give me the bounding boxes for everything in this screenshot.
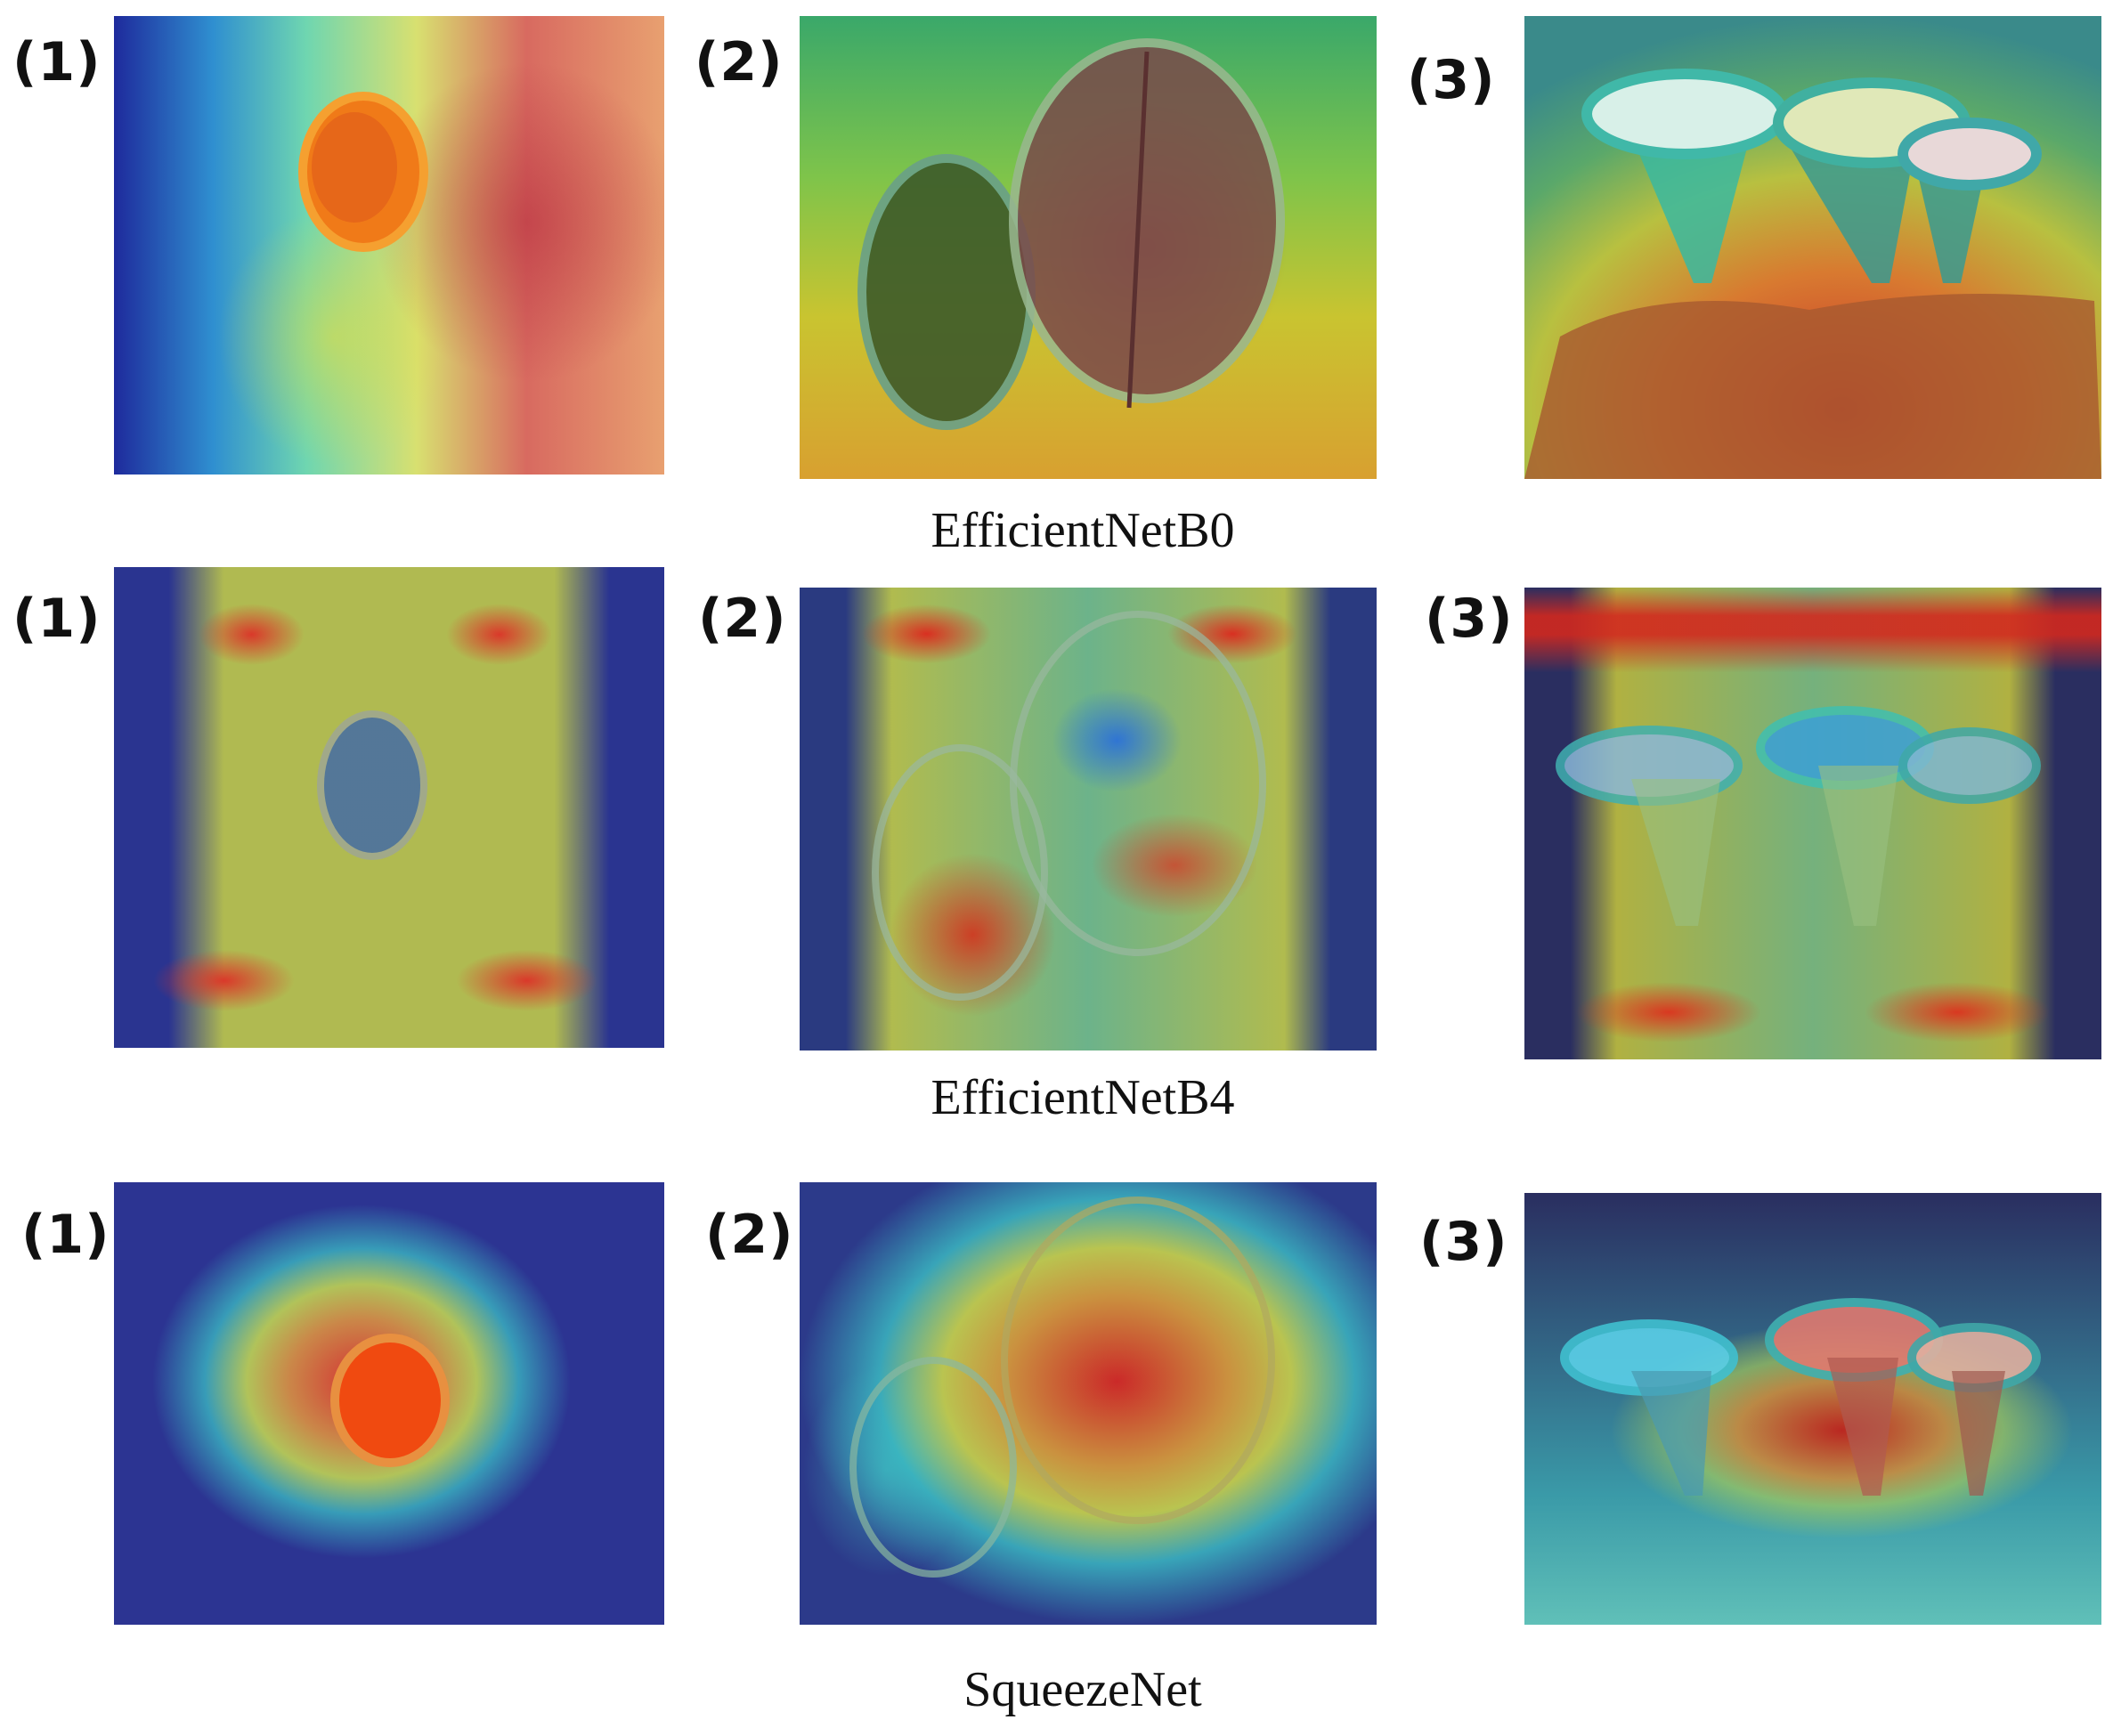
- panel-label-r3-1: (1): [21, 1204, 110, 1266]
- heatmap-panel-squeeze-trumpets: [1524, 1193, 2101, 1625]
- heatmap-panel-squeeze-soil-cup: [114, 1182, 664, 1625]
- model-caption-squeezenet: SqueezeNet: [963, 1662, 1202, 1717]
- cup-fungus-shape-squeeze: [330, 1334, 450, 1467]
- double-cup-shape: [857, 38, 1285, 430]
- heatmap-panel-b4-double-cup: [800, 588, 1377, 1051]
- heatmap-panel-b4-soil-cup: [114, 567, 664, 1048]
- cup-fungus-shape-b4: [317, 710, 427, 860]
- panel-label-r3-2: (2): [705, 1204, 794, 1266]
- trumpet-fungi-shape-b4: [1556, 706, 2041, 926]
- panel-label-r2-3: (3): [1425, 588, 1514, 650]
- panel-label-r3-3: (3): [1419, 1211, 1508, 1273]
- panel-label-r2-1: (1): [12, 588, 102, 650]
- model-caption-efficientnetb0: EfficientNetB0: [931, 503, 1235, 558]
- heatmap-panel-b0-trumpets: [1524, 16, 2101, 479]
- trumpet-fungi-shape-squeeze: [1560, 1298, 2041, 1496]
- heatmap-panel-b4-trumpets: [1524, 588, 2101, 1059]
- heatmap-panel-b0-double-cup: [800, 16, 1377, 479]
- model-caption-efficientnetb4: EfficientNetB4: [931, 1070, 1235, 1125]
- trumpet-fungi-shape: [1524, 69, 2101, 479]
- panel-label-r1-2: (2): [695, 31, 784, 93]
- cup-fungus-shape: [298, 92, 428, 252]
- double-cup-shape-b4: [872, 611, 1266, 1001]
- panel-label-r1-3: (3): [1407, 49, 1496, 111]
- panel-label-r1-1: (1): [12, 31, 102, 93]
- heatmap-panel-squeeze-double-cup: [800, 1182, 1377, 1625]
- heatmap-panel-b0-soil-cup: [114, 16, 664, 475]
- double-cup-shape-squeeze: [849, 1197, 1275, 1578]
- panel-label-r2-2: (2): [698, 588, 787, 650]
